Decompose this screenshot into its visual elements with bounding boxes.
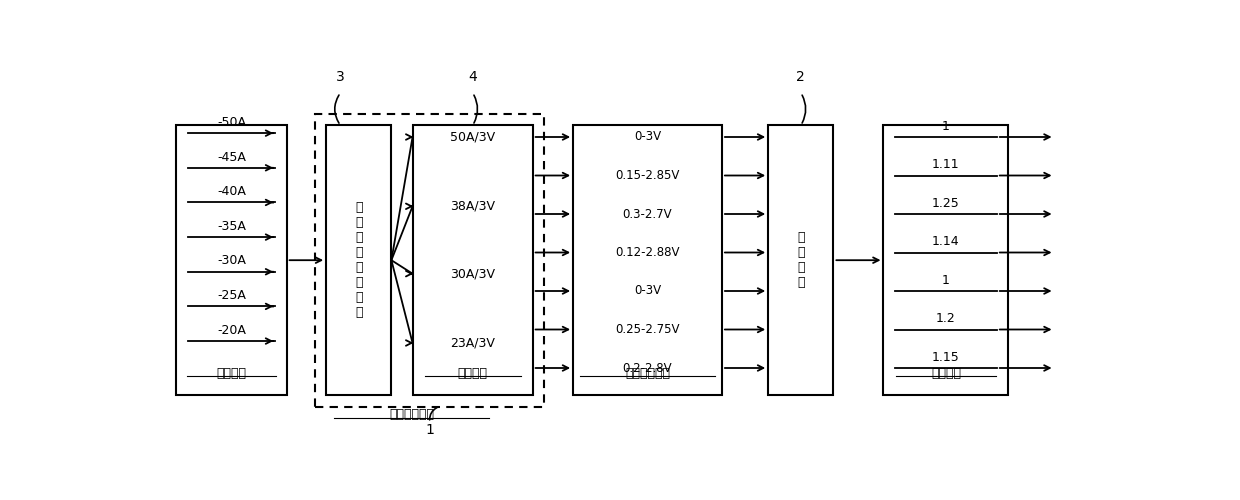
Text: 第
一
运
算
放
大
单
元: 第 一 运 算 放 大 单 元 [355, 201, 362, 319]
Bar [315, 114, 544, 406]
Bar [573, 126, 722, 395]
Text: 0.2-2.8V: 0.2-2.8V [622, 362, 672, 374]
Bar [883, 126, 1008, 395]
Text: 1.14: 1.14 [932, 235, 960, 248]
Text: 0.15-2.85V: 0.15-2.85V [615, 169, 680, 182]
Text: 1: 1 [425, 424, 434, 438]
Text: 50A/3V: 50A/3V [450, 130, 495, 143]
Text: 补偿系数: 补偿系数 [931, 368, 961, 380]
Bar [413, 126, 533, 395]
Text: 1.25: 1.25 [932, 196, 960, 209]
Text: 38A/3V: 38A/3V [450, 200, 495, 213]
Text: -20A: -20A [217, 324, 246, 337]
Text: 1.2: 1.2 [936, 312, 956, 325]
Text: 1: 1 [942, 120, 950, 132]
Text: 2: 2 [796, 70, 805, 85]
Text: 30A/3V: 30A/3V [450, 267, 495, 280]
Text: 0-3V: 0-3V [634, 130, 661, 143]
Text: 微
处
理
器: 微 处 理 器 [797, 231, 805, 289]
Text: -25A: -25A [217, 289, 246, 302]
Text: 23A/3V: 23A/3V [450, 336, 495, 349]
Text: 1.15: 1.15 [932, 350, 960, 364]
Text: 电流等级: 电流等级 [217, 368, 247, 380]
Text: 1.11: 1.11 [932, 158, 960, 171]
Text: -45A: -45A [217, 150, 246, 164]
Text: 1: 1 [942, 274, 950, 286]
Bar [326, 126, 392, 395]
Text: 4: 4 [469, 70, 477, 85]
Text: -50A: -50A [217, 116, 246, 129]
Bar [768, 126, 833, 395]
Text: -35A: -35A [217, 220, 246, 233]
Text: 调节单元: 调节单元 [458, 368, 487, 380]
Text: 0.25-2.75V: 0.25-2.75V [615, 323, 680, 336]
Text: -30A: -30A [217, 254, 246, 268]
Text: 3: 3 [336, 70, 345, 85]
Text: -40A: -40A [217, 185, 246, 198]
Text: 第一输出电压: 第一输出电压 [625, 368, 670, 380]
Bar [176, 126, 286, 395]
Text: 运算放大模块: 运算放大模块 [389, 408, 434, 422]
Text: 0-3V: 0-3V [634, 284, 661, 298]
Text: 0.12-2.88V: 0.12-2.88V [615, 246, 680, 259]
Text: 0.3-2.7V: 0.3-2.7V [622, 208, 672, 220]
